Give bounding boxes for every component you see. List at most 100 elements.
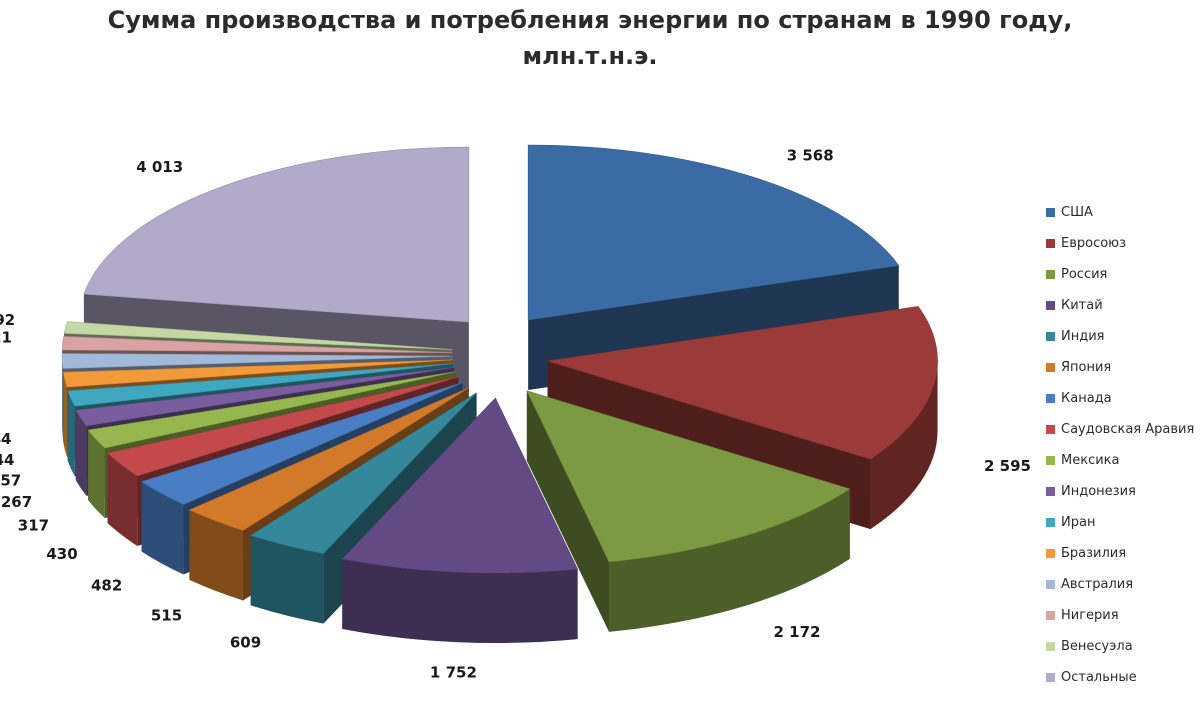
pie-slice-top-4 <box>250 392 477 554</box>
legend-label: Нигерия <box>1061 608 1119 623</box>
legend-label: Австралия <box>1061 577 1134 592</box>
chart-title-line-2: млн.т.н.э. <box>522 42 658 70</box>
legend-label: Индонезия <box>1061 484 1136 499</box>
legend-entry-13: Нигерия <box>1046 600 1194 631</box>
pie-slice-wall-3 <box>342 558 578 644</box>
pie-slice-top-8 <box>87 371 456 449</box>
pie-slice-top-14 <box>63 321 453 350</box>
pie-slice-wall-11 <box>63 372 68 458</box>
legend-swatch <box>1046 487 1055 496</box>
legend-label: Индия <box>1061 329 1105 344</box>
legend-swatch <box>1046 332 1055 341</box>
legend-swatch <box>1046 363 1055 372</box>
legend-swatch <box>1046 518 1055 527</box>
legend-label: Россия <box>1061 267 1108 282</box>
legend-swatch <box>1046 456 1055 465</box>
legend-entry-5: Япония <box>1046 352 1194 383</box>
pie-slice-top-11 <box>62 359 453 388</box>
legend-label: Япония <box>1061 360 1112 375</box>
legend-swatch <box>1046 580 1055 589</box>
pie-slice-top-9 <box>75 367 455 427</box>
pie-slice-top-2 <box>526 390 851 563</box>
data-label-7: 430 <box>46 545 77 563</box>
data-label-10: 257 <box>0 472 21 490</box>
legend-label: Венесуэла <box>1061 639 1133 654</box>
pie-slice-top-7 <box>107 376 459 477</box>
legend-label: США <box>1061 205 1093 220</box>
data-label-5: 515 <box>151 607 182 625</box>
legend-entry-2: Россия <box>1046 259 1194 290</box>
pie-slice-wall-12 <box>62 356 63 439</box>
legend-label: Остальные <box>1061 670 1137 685</box>
legend-swatch <box>1046 270 1055 279</box>
legend-entry-3: Китай <box>1046 290 1194 321</box>
legend-swatch <box>1046 425 1055 434</box>
pie-slice-wall-5 <box>189 509 243 601</box>
legend-label: Бразилия <box>1061 546 1127 561</box>
legend-swatch <box>1046 611 1055 620</box>
legend-swatch <box>1046 549 1055 558</box>
legend-label: Иран <box>1061 515 1096 530</box>
legend: США Евросоюз Россия Китай Индия Япония Канада С… <box>1046 197 1194 693</box>
pie-slice-wall-9 <box>75 410 87 496</box>
pie-slice-side-2-1 <box>526 390 610 632</box>
legend-label: Китай <box>1061 298 1103 313</box>
data-label-1: 2 595 <box>984 457 1031 475</box>
pie-slice-top-0 <box>527 144 900 321</box>
pie-slice-top-13 <box>61 336 453 353</box>
pie-slice-wall-8 <box>88 430 105 519</box>
legend-swatch <box>1046 239 1055 248</box>
legend-entry-12: Австралия <box>1046 569 1194 600</box>
legend-entry-0: США <box>1046 197 1194 228</box>
legend-swatch <box>1046 673 1055 682</box>
data-label-9: 267 <box>1 493 32 511</box>
data-labels: 3 568 2 595 2 172 1 752 609 515 482 430 317 267 25… <box>0 146 1031 681</box>
legend-entry-8: Мексика <box>1046 445 1194 476</box>
data-label-3: 1 752 <box>430 663 477 681</box>
pie-slice-top-6 <box>140 382 464 505</box>
pie-slice-top-3 <box>341 397 579 574</box>
pie-slice-wall-6 <box>141 481 184 575</box>
legend-label: Мексика <box>1061 453 1120 468</box>
data-label-0: 3 568 <box>787 146 834 164</box>
legend-swatch <box>1046 642 1055 651</box>
pie-slice-top-15 <box>83 146 470 323</box>
data-label-2: 2 172 <box>774 623 821 641</box>
chart-title-line-1: Сумма производства и потребления энергии… <box>107 6 1073 34</box>
legend-label: Евросоюз <box>1061 236 1127 251</box>
legend-label: Саудовская Аравия <box>1061 422 1195 437</box>
data-label-13: 221 <box>0 329 12 347</box>
legend-entry-1: Евросоюз <box>1046 228 1194 259</box>
data-label-8: 317 <box>18 517 49 535</box>
legend-label: Канада <box>1061 391 1112 406</box>
legend-swatch <box>1046 208 1055 217</box>
legend-entry-7: Саудовская Аравия <box>1046 414 1194 445</box>
pie-slice-top-12 <box>61 353 453 369</box>
pie-slice-top-10 <box>67 363 454 407</box>
pie-slice-wall-7 <box>107 453 138 546</box>
legend-entry-9: Индонезия <box>1046 476 1194 507</box>
legend-swatch <box>1046 301 1055 310</box>
legend-entry-11: Бразилия <box>1046 538 1194 569</box>
pie-slice-wall-2 <box>609 488 850 632</box>
legend-entry-15: Остальные <box>1046 662 1194 693</box>
legend-entry-14: Венесуэла <box>1046 631 1194 662</box>
data-label-15: 4 013 <box>136 158 183 176</box>
data-label-14: 192 <box>0 311 15 329</box>
chart-title: Сумма производства и потребления энергии… <box>60 2 1120 74</box>
slice-tops <box>61 144 938 574</box>
pie-slice-wall-4 <box>250 535 324 624</box>
data-label-12: 244 <box>0 430 12 448</box>
legend-entry-10: Иран <box>1046 507 1194 538</box>
legend-entry-6: Канада <box>1046 383 1194 414</box>
legend-swatch <box>1046 394 1055 403</box>
pie-slice-top-1 <box>547 306 938 460</box>
data-label-6: 482 <box>91 576 122 594</box>
data-label-11: 244 <box>0 451 14 469</box>
data-label-4: 609 <box>230 634 261 652</box>
pie-slice-wall-10 <box>67 390 75 477</box>
pie-slice-top-5 <box>188 387 469 531</box>
legend-entry-4: Индия <box>1046 321 1194 352</box>
